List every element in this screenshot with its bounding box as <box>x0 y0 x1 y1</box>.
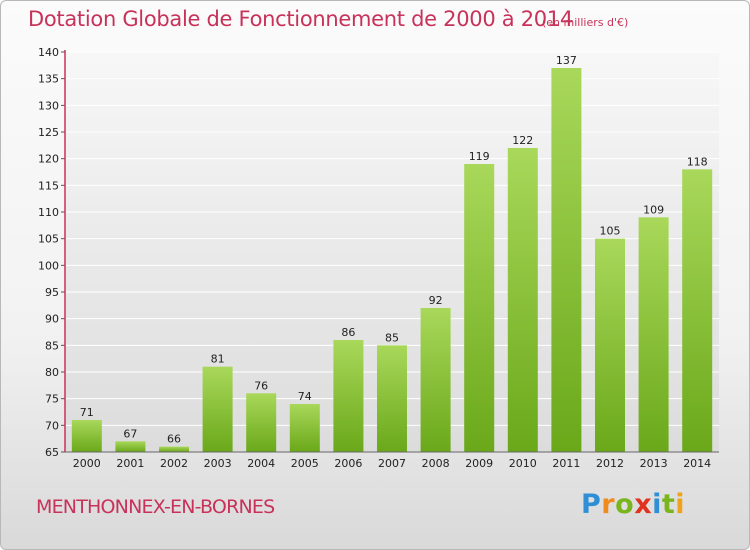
y-tick-label: 70 <box>45 419 59 432</box>
bar-value-label: 118 <box>687 155 708 168</box>
bar-value-label: 74 <box>298 390 312 403</box>
bar <box>115 441 146 452</box>
x-tick-label: 2003 <box>204 457 232 470</box>
bar <box>333 340 364 452</box>
logo-letter: P <box>581 489 602 520</box>
chart-unit: (en milliers d'€) <box>542 16 629 29</box>
logo-letter: o <box>615 489 635 520</box>
logo-letter: t <box>661 489 676 520</box>
y-tick-label: 90 <box>45 313 59 326</box>
x-tick-label: 2010 <box>509 457 537 470</box>
y-tick-label: 85 <box>45 339 59 352</box>
x-tick-label: 2011 <box>552 457 580 470</box>
bar-value-label: 122 <box>512 134 533 147</box>
y-tick-label: 135 <box>38 73 59 86</box>
x-tick-label: 2012 <box>596 457 624 470</box>
x-tick-label: 2001 <box>116 457 144 470</box>
y-tick-label: 115 <box>38 179 59 192</box>
bar-value-label: 105 <box>600 225 621 238</box>
x-tick-label: 2008 <box>422 457 450 470</box>
x-tick-label: 2002 <box>160 457 188 470</box>
y-tick-label: 75 <box>45 393 59 406</box>
bar-value-label: 109 <box>643 203 664 216</box>
bar <box>289 404 320 452</box>
x-tick-label: 2005 <box>291 457 319 470</box>
logo-letter: r <box>601 489 616 520</box>
y-tick-label: 100 <box>38 259 59 272</box>
y-tick-label: 120 <box>38 153 59 166</box>
bar <box>638 217 669 452</box>
bar <box>159 446 189 452</box>
chart-title: Dotation Globale de Fonctionnement de 20… <box>28 7 573 31</box>
logo-letter: i <box>675 489 686 520</box>
bar-value-label: 67 <box>123 427 137 440</box>
bar <box>464 164 495 452</box>
bar <box>551 68 582 452</box>
bar-value-label: 71 <box>80 406 94 419</box>
bar-value-label: 85 <box>385 331 399 344</box>
x-tick-label: 2014 <box>683 457 711 470</box>
y-tick-label: 95 <box>45 286 59 299</box>
bar <box>71 420 102 452</box>
logo-letter: x <box>634 489 653 520</box>
y-tick-label: 80 <box>45 366 59 379</box>
bar-value-label: 81 <box>211 353 225 366</box>
bar-value-label: 137 <box>556 54 577 67</box>
bar-value-label: 92 <box>429 294 443 307</box>
x-tick-label: 2007 <box>378 457 406 470</box>
y-tick-label: 110 <box>38 206 59 219</box>
bar-value-label: 86 <box>341 326 355 339</box>
x-tick-label: 2000 <box>73 457 101 470</box>
y-tick-label: 65 <box>45 446 59 459</box>
bar <box>420 308 451 452</box>
proxiti-logo: Proxiti <box>581 489 685 520</box>
bar-value-label: 76 <box>254 379 268 392</box>
x-tick-label: 2004 <box>247 457 275 470</box>
y-tick-label: 125 <box>38 126 59 139</box>
logo-letter: i <box>652 489 662 520</box>
bar <box>202 366 233 452</box>
x-tick-label: 2013 <box>640 457 668 470</box>
x-tick-label: 2006 <box>334 457 362 470</box>
commune-name: MENTHONNEX-EN-BORNES <box>36 496 275 518</box>
bar <box>682 169 713 453</box>
x-tick-label: 2009 <box>465 457 493 470</box>
y-tick-label: 105 <box>38 233 59 246</box>
bar <box>507 148 538 452</box>
y-tick-label: 140 <box>38 46 59 59</box>
bar <box>377 345 407 452</box>
bar <box>246 393 277 452</box>
bar <box>595 238 625 452</box>
bar-value-label: 119 <box>469 150 490 163</box>
bar-value-label: 66 <box>167 433 181 446</box>
y-tick-label: 130 <box>38 99 59 112</box>
